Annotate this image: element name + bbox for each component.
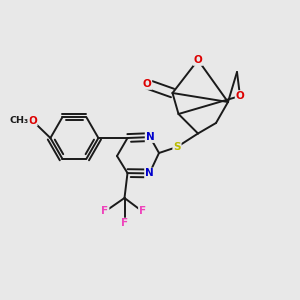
Text: O: O: [142, 79, 152, 89]
Text: CH₃: CH₃: [10, 116, 29, 125]
Text: O: O: [236, 91, 244, 101]
Text: N: N: [145, 168, 154, 178]
Text: S: S: [173, 142, 181, 152]
Text: F: F: [121, 218, 128, 229]
Text: F: F: [101, 206, 109, 217]
Text: F: F: [139, 206, 146, 217]
Text: O: O: [28, 116, 37, 126]
Text: O: O: [194, 55, 202, 65]
Text: N: N: [146, 132, 154, 142]
